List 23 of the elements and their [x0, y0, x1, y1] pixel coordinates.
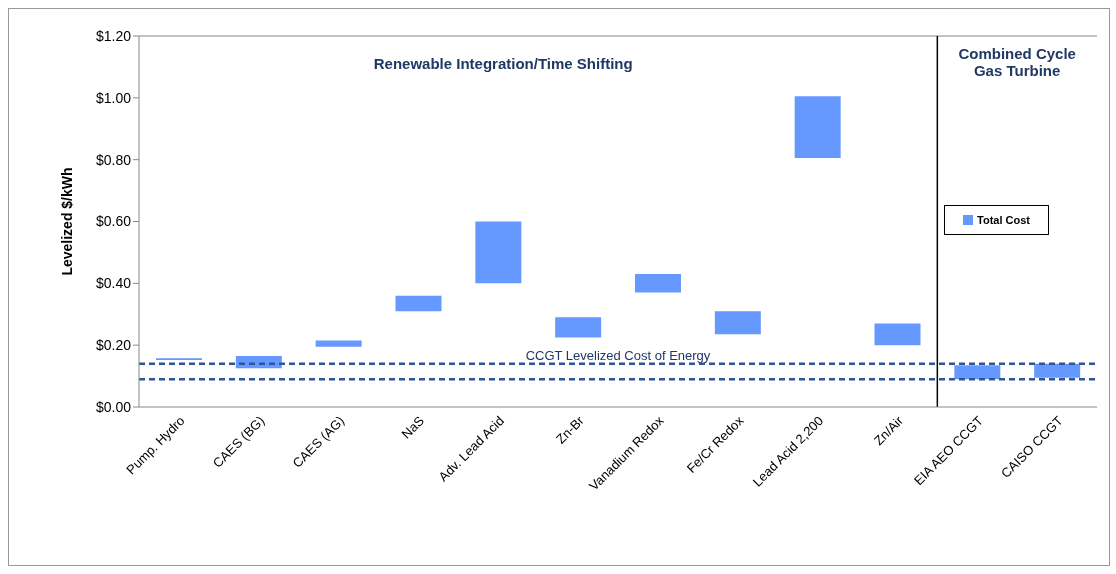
- bar: [714, 311, 761, 335]
- bar: [395, 295, 442, 312]
- annotation: Renewable Integration/Time Shifting: [372, 55, 634, 72]
- y-tick-label: $0.60: [95, 213, 132, 230]
- annotation: Combined Cycle Gas Turbine: [957, 45, 1077, 79]
- x-tick-label: NaS: [398, 412, 428, 442]
- bar: [555, 317, 602, 338]
- bar: [635, 274, 681, 293]
- y-tick-label: $1.20: [95, 27, 132, 44]
- ref-line-label: CCGT Levelized Cost of Energy: [525, 347, 711, 363]
- bar: [1034, 363, 1081, 378]
- y-tick-label: $0.00: [95, 398, 132, 415]
- y-tick-label: $0.40: [95, 275, 132, 292]
- y-tick-label: $1.00: [95, 89, 132, 106]
- legend-label: Total Cost: [977, 214, 1030, 226]
- bar: [954, 365, 1001, 380]
- bar: [315, 340, 362, 347]
- bar: [874, 323, 921, 346]
- y-axis-title: Levelized $/kWh: [58, 167, 75, 276]
- y-tick-label: $0.80: [95, 151, 132, 168]
- y-tick-label: $0.20: [95, 337, 132, 354]
- bar: [475, 221, 522, 284]
- bar: [794, 96, 841, 159]
